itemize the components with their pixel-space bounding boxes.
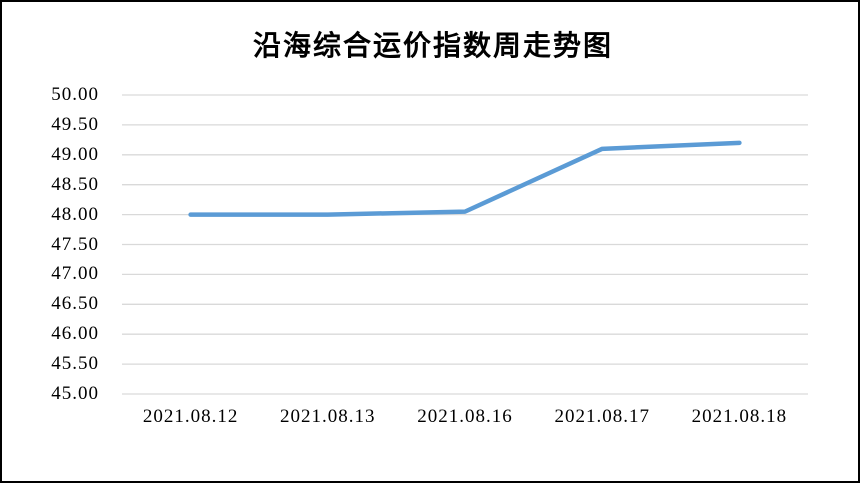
series-line <box>188 140 742 217</box>
y-axis-tick-label: 47.00 <box>51 263 99 285</box>
y-axis-tick-label: 50.00 <box>51 84 99 105</box>
y-axis-tick-label: 47.50 <box>51 233 99 255</box>
x-axis-tick-label: 2021.08.13 <box>280 406 376 427</box>
y-axis-tick-label: 49.50 <box>51 113 99 135</box>
x-axis-tick-label: 2021.08.17 <box>554 406 650 427</box>
y-axis-tick-label: 48.50 <box>51 173 99 195</box>
y-axis-tick-label: 48.00 <box>51 203 99 225</box>
y-axis-tick-label: 46.00 <box>51 323 99 345</box>
x-axis-tick-label: 2021.08.18 <box>691 406 788 427</box>
y-axis-tick-label: 45.00 <box>51 383 99 404</box>
y-axis-tick-label: 46.50 <box>51 293 99 315</box>
x-axis-tick-label: 2021.08.12 <box>142 406 239 427</box>
x-axis-tick-label: 2021.08.16 <box>417 406 513 427</box>
chart-title: 沿海综合运价指数周走势图 <box>252 31 613 62</box>
y-axis-tick-label: 45.50 <box>51 353 99 375</box>
y-axis-tick-label: 49.00 <box>51 143 99 165</box>
